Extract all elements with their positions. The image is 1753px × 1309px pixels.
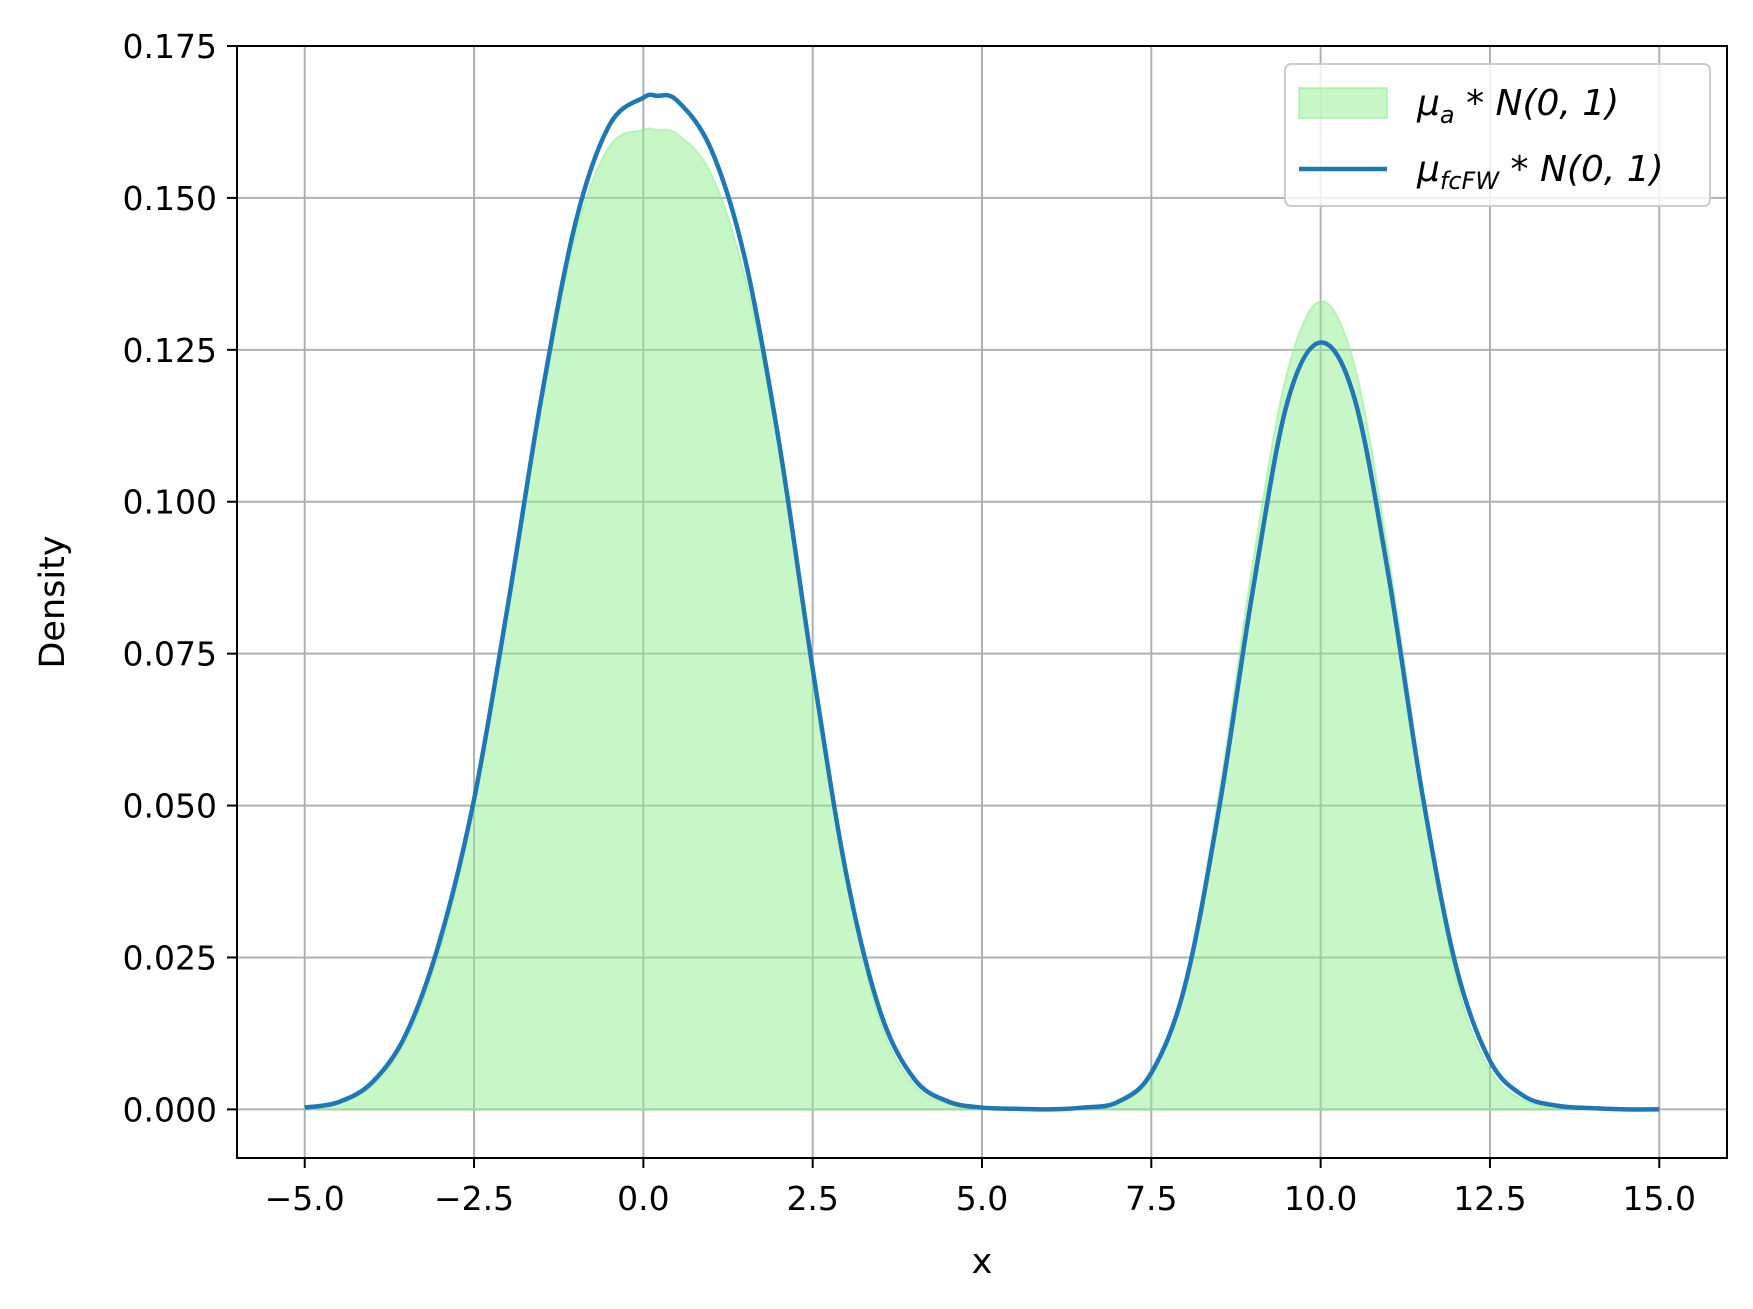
y-tick-label: 0.150 (123, 179, 217, 218)
y-tick-label: 0.050 (123, 787, 217, 826)
x-tick-label: 2.5 (786, 1179, 838, 1218)
x-tick-label: 7.5 (1125, 1179, 1177, 1218)
y-tick-label: 0.025 (123, 938, 217, 977)
y-tick-label: 0.175 (123, 27, 217, 66)
x-axis-label: x (972, 1242, 993, 1282)
x-tick-label: −5.0 (265, 1179, 345, 1218)
series-line (304, 92, 1660, 1112)
x-tick-label: 15.0 (1623, 1179, 1696, 1218)
legend-swatch-fill (1298, 87, 1388, 119)
x-tick-label: 5.0 (956, 1179, 1008, 1218)
x-tick-label: 12.5 (1453, 1179, 1526, 1218)
y-axis: 0.000 0.025 0.050 0.075 0.100 0.125 0.150 0.175 (123, 27, 237, 1129)
x-tick-label: 0.0 (617, 1179, 669, 1218)
y-tick-label: 0.100 (123, 483, 217, 522)
legend-entry-label: μa * N(0, 1) (1416, 83, 1619, 129)
y-tick-label: 0.000 (123, 1090, 217, 1129)
legend-entry-label: μfcFW * N(0, 1) (1416, 149, 1664, 195)
y-tick-label: 0.125 (123, 331, 217, 370)
x-tick-label: 10.0 (1284, 1179, 1357, 1218)
legend-box (1284, 63, 1711, 207)
x-axis: −5.0 −2.5 0.0 2.5 5.0 7.5 10.0 12.5 15.0 (265, 1158, 1696, 1218)
y-axis-label: Density (33, 535, 73, 668)
x-tick-label: −2.5 (434, 1179, 514, 1218)
y-tick-label: 0.075 (123, 635, 217, 674)
legend: μa * N(0, 1) μfcFW * N(0, 1) (1284, 63, 1711, 207)
series-layer (303, 92, 1660, 1112)
